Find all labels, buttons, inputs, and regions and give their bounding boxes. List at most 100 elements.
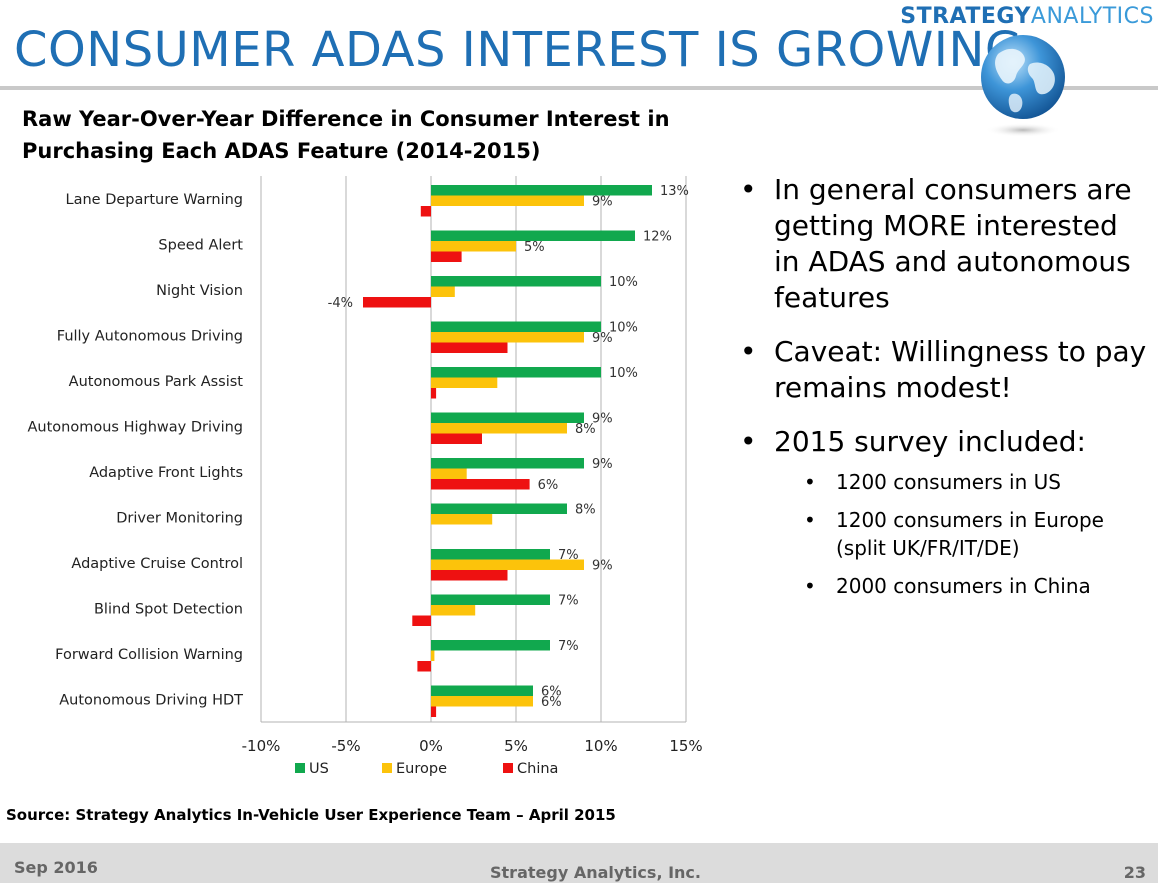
footer-bar: Sep 2016 Strategy Analytics, Inc. 23: [0, 843, 1158, 883]
data-label: 7%: [558, 548, 579, 563]
brand-logo: STRATEGYANALYTICS: [900, 4, 1154, 29]
bar-china: [431, 570, 508, 581]
title-divider: [0, 86, 1158, 90]
x-tick-label: 5%: [504, 737, 528, 755]
bullet-list: In general consumers are getting MORE in…: [732, 172, 1152, 618]
category-labels: Lane Departure Warning Speed Alert Night V…: [28, 192, 244, 709]
data-label: 7%: [558, 593, 579, 608]
data-label: 9%: [592, 411, 613, 426]
bullet-text: In general consumers are getting MORE in…: [774, 173, 1132, 314]
bar-europe: [431, 468, 467, 479]
bar-china: [412, 615, 431, 626]
bar-us: [431, 685, 533, 696]
bullet-item: 2015 survey included: 1200 consumers in U…: [732, 424, 1152, 600]
legend-swatch-us: [295, 763, 305, 773]
bar-europe: [431, 605, 476, 616]
bar-europe: [431, 332, 584, 343]
bar-europe: [431, 195, 584, 206]
bar-china: [420, 206, 431, 217]
legend-swatch-china: [503, 763, 513, 773]
footer-company: Strategy Analytics, Inc.: [490, 863, 701, 882]
chart-title-line1: Raw Year-Over-Year Difference in Consume…: [22, 107, 670, 131]
sub-bullet-item: 1200 consumers in Europe (split UK/FR/IT…: [774, 506, 1152, 562]
bar-china: [431, 251, 462, 262]
data-label: 10%: [609, 366, 638, 381]
category-label: Adaptive Front Lights: [89, 465, 243, 481]
category-label: Blind Spot Detection: [94, 601, 243, 617]
bar-europe: [431, 514, 493, 525]
category-label: Forward Collision Warning: [55, 647, 243, 663]
data-label: 6%: [541, 684, 562, 699]
data-label: 9%: [592, 331, 613, 346]
bar-china: [431, 342, 508, 353]
gridlines: [260, 176, 687, 723]
data-label: 9%: [592, 194, 613, 209]
bar-europe: [431, 423, 567, 434]
x-tick-label: 15%: [669, 737, 702, 755]
brand-logo-part2: ANALYTICS: [1030, 4, 1154, 29]
bar-europe: [431, 286, 455, 297]
page-number: 23: [1123, 863, 1146, 882]
sub-bullet-item: 2000 consumers in China: [774, 572, 1152, 600]
sub-bullet-list: 1200 consumers in US 1200 consumers in Eu…: [774, 468, 1152, 600]
category-label: Adaptive Cruise Control: [71, 556, 243, 572]
data-label: 13%: [660, 184, 689, 199]
bars: [363, 185, 652, 717]
category-label: Autonomous Driving HDT: [59, 692, 243, 708]
x-tick-label: 10%: [584, 737, 617, 755]
legend-label-china: China: [517, 761, 558, 777]
x-tick-label: 0%: [419, 737, 443, 755]
slide-title: CONSUMER ADAS INTEREST IS GROWING: [14, 22, 1023, 78]
x-tick-labels: -10% -5% 0% 5% 10% 15%: [242, 737, 703, 755]
legend-label-us: US: [309, 761, 329, 777]
data-labels: 13%9%12%5%10%-4%10%9%10%9%8%9%6%8%7%9%7%…: [328, 184, 689, 710]
category-label: Lane Departure Warning: [66, 192, 243, 208]
category-label: Speed Alert: [158, 237, 243, 253]
data-label: 10%: [609, 275, 638, 290]
bar-us: [431, 640, 550, 651]
category-label: Night Vision: [156, 283, 243, 299]
bar-us: [431, 230, 635, 241]
bullet-text: Caveat: Willingness to pay remains modes…: [774, 335, 1147, 404]
bar-china: [431, 388, 437, 399]
bar-chart: Lane Departure Warning Speed Alert Night V…: [28, 176, 703, 777]
bar-china: [363, 297, 431, 308]
sub-bullet-item: 1200 consumers in US: [774, 468, 1152, 496]
footer-date: Sep 2016: [14, 858, 98, 877]
bar-us: [431, 503, 567, 514]
bar-us: [431, 367, 601, 378]
bar-us: [431, 321, 601, 332]
source-note: Source: Strategy Analytics In-Vehicle Us…: [6, 806, 616, 824]
bar-us: [431, 412, 584, 423]
data-label: 8%: [575, 502, 596, 517]
bar-europe: [431, 559, 584, 570]
bullet-item: Caveat: Willingness to pay remains modes…: [732, 334, 1152, 406]
bar-china: [431, 479, 530, 490]
bar-china: [431, 433, 482, 444]
brand-logo-part1: STRATEGY: [900, 4, 1031, 29]
bar-us: [431, 594, 550, 605]
data-label: 7%: [558, 639, 579, 654]
bar-us: [431, 185, 652, 196]
bar-europe: [431, 241, 516, 252]
legend-swatch-europe: [382, 763, 392, 773]
bullet-item: In general consumers are getting MORE in…: [732, 172, 1152, 316]
category-label: Autonomous Park Assist: [69, 374, 244, 390]
chart-title-line2: Purchasing Each ADAS Feature (2014-2015): [22, 139, 541, 163]
bar-europe: [431, 650, 435, 661]
chart-title: Raw Year-Over-Year Difference in Consume…: [22, 103, 682, 167]
bar-us: [431, 276, 601, 287]
category-label: Driver Monitoring: [116, 510, 243, 526]
category-label: Autonomous Highway Driving: [28, 419, 244, 435]
data-label: -4%: [328, 296, 353, 311]
x-tick-label: -5%: [331, 737, 360, 755]
data-label: 5%: [524, 240, 545, 255]
legend-label-europe: Europe: [396, 761, 447, 777]
bar-china: [431, 706, 437, 717]
data-label: 10%: [609, 320, 638, 335]
x-tick-label: -10%: [242, 737, 281, 755]
data-label: 6%: [541, 695, 562, 710]
category-label: Fully Autonomous Driving: [57, 328, 243, 344]
bar-us: [431, 549, 550, 560]
bar-china: [417, 661, 431, 672]
